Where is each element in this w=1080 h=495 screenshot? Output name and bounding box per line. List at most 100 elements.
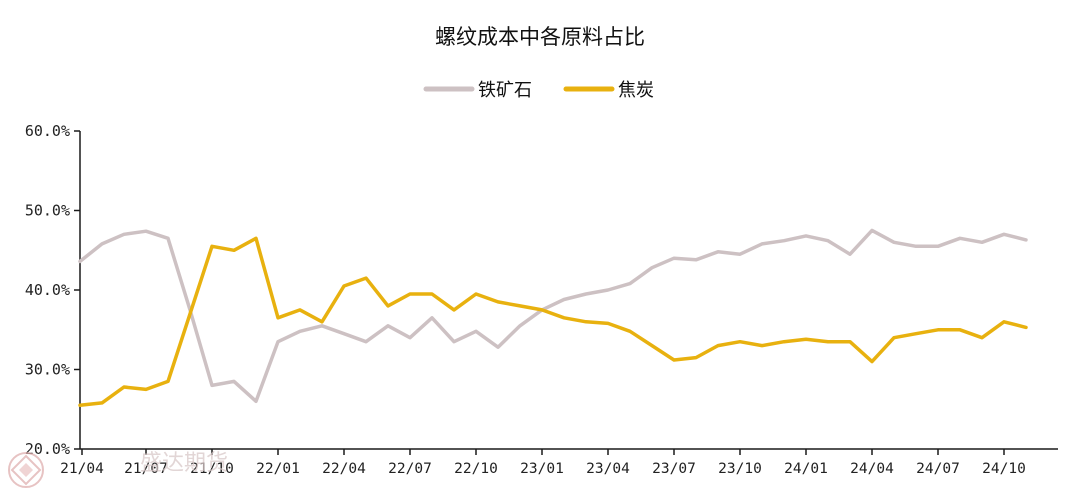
data-point-iron-ore [123, 233, 125, 236]
data-point-iron-ore [1003, 233, 1005, 236]
data-point-coke [431, 293, 433, 295]
x-tick-label: 24/01 [784, 461, 828, 477]
data-point-iron-ore [981, 241, 983, 244]
y-ticks: 20.0% 30.0% 40.0% 50.0% 60.0% [25, 122, 80, 458]
data-point-coke [739, 340, 741, 343]
data-point-coke [761, 344, 763, 347]
data-point-iron-ore [1025, 239, 1027, 241]
data-point-coke [299, 309, 301, 311]
data-point-coke [607, 322, 609, 325]
data-point-coke [827, 340, 829, 343]
x-tick-label: 21/07 [124, 461, 168, 477]
data-point-iron-ore [277, 340, 279, 343]
data-point-coke [211, 245, 213, 248]
data-point-iron-ore [915, 245, 917, 248]
data-point-coke [783, 340, 785, 343]
data-point-coke [717, 344, 719, 347]
data-point-iron-ore [783, 239, 785, 242]
x-tick-label: 22/04 [322, 461, 366, 477]
data-point-coke [959, 329, 961, 331]
data-point-iron-ore [79, 260, 81, 263]
data-point-coke [497, 301, 499, 303]
data-point-iron-ore [145, 230, 147, 232]
data-point-coke [871, 360, 873, 363]
data-point-iron-ore [519, 325, 521, 327]
data-point-coke [805, 338, 807, 341]
x-tick-label: 21/04 [60, 461, 104, 477]
x-ticks: 21/04 21/07 21/10 22/01 22/04 22/07 22/10 23/01… [60, 449, 1026, 477]
x-tick-label: 22/01 [256, 461, 300, 477]
data-point-iron-ore [255, 400, 257, 403]
data-point-coke [849, 340, 851, 343]
data-point-iron-ore [673, 257, 675, 260]
data-point-iron-ore [387, 325, 389, 327]
data-point-coke [79, 404, 81, 407]
x-tick-label: 21/10 [190, 461, 234, 477]
data-point-coke [189, 313, 191, 315]
data-point-iron-ore [937, 245, 939, 248]
data-point-iron-ore [585, 293, 587, 295]
data-point-coke [563, 317, 565, 319]
data-point-iron-ore [475, 330, 477, 333]
data-point-coke [343, 285, 345, 287]
data-point-coke [519, 305, 521, 307]
data-point-coke [629, 330, 631, 333]
series-line-coke [78, 236, 1028, 408]
series-line-iron-ore [78, 228, 1028, 404]
legend-label-iron-ore: 铁矿石 [478, 80, 532, 101]
data-point-iron-ore [871, 229, 873, 232]
x-tick-label: 23/07 [652, 461, 696, 477]
data-point-coke [893, 336, 895, 339]
data-point-coke [365, 277, 367, 279]
data-point-iron-ore [739, 253, 741, 255]
watermark-text: 盛达期货 [140, 451, 228, 476]
data-point-coke [277, 317, 279, 319]
data-point-iron-ore [321, 325, 323, 327]
data-point-iron-ore [343, 332, 345, 335]
data-point-coke [123, 386, 125, 388]
data-point-coke [255, 237, 257, 240]
x-tick-label: 24/10 [982, 461, 1026, 477]
data-point-iron-ore [453, 340, 455, 343]
x-tick-label: 22/07 [388, 461, 432, 477]
data-point-iron-ore [651, 266, 653, 269]
data-point-iron-ore [167, 237, 169, 240]
data-point-coke [915, 332, 917, 335]
data-point-iron-ore [629, 282, 631, 285]
series-lines [78, 228, 1028, 408]
data-point-coke [453, 309, 455, 311]
y-tick-label: 20.0% [25, 440, 70, 458]
data-point-iron-ore [607, 289, 609, 291]
data-point-iron-ore [409, 336, 411, 339]
y-tick-label: 30.0% [25, 361, 70, 379]
chart-title: 螺纹成本中各原料占比 [435, 25, 645, 49]
data-point-iron-ore [717, 251, 719, 253]
y-tick-label: 50.0% [25, 202, 70, 220]
data-point-iron-ore [695, 259, 697, 261]
data-point-coke [937, 329, 939, 331]
data-point-iron-ore [563, 298, 565, 301]
data-point-coke [321, 321, 323, 323]
data-point-iron-ore [893, 241, 895, 244]
x-tick-label: 23/04 [586, 461, 630, 477]
data-point-coke [387, 305, 389, 307]
data-point-coke [1025, 326, 1027, 329]
data-point-coke [1003, 321, 1005, 323]
data-point-coke [167, 380, 169, 383]
data-point-coke [651, 344, 653, 347]
data-point-iron-ore [849, 253, 851, 255]
watermark: 盛达期货 [8, 451, 228, 488]
data-point-coke [409, 293, 411, 295]
data-point-iron-ore [497, 346, 499, 349]
data-point-coke [981, 336, 983, 339]
y-tick-label: 40.0% [25, 281, 70, 299]
data-point-iron-ore [431, 317, 433, 319]
y-tick-label: 60.0% [25, 122, 70, 140]
x-tick-label: 23/10 [718, 461, 762, 477]
data-point-iron-ore [805, 235, 807, 237]
data-point-iron-ore [365, 340, 367, 343]
data-point-coke [695, 356, 697, 359]
data-point-iron-ore [959, 237, 961, 240]
data-point-coke [101, 402, 103, 404]
